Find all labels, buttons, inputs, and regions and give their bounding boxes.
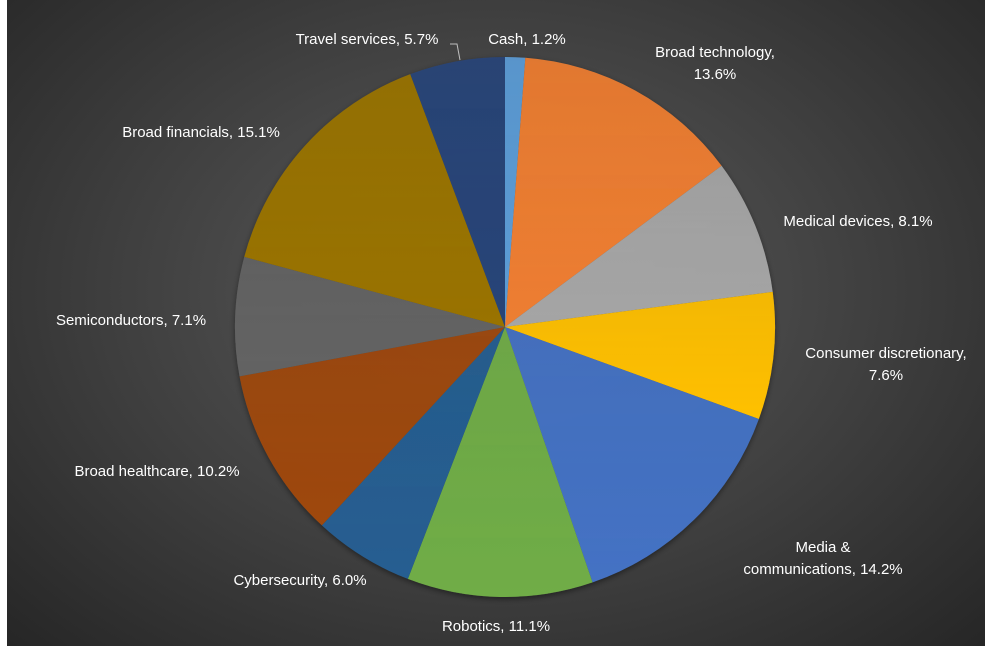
pie-slice-5 xyxy=(407,327,593,597)
pie-slice-7 xyxy=(239,327,505,526)
pie-slice-0 xyxy=(505,57,526,327)
pie-slice-2 xyxy=(505,165,773,327)
pie-slice-8 xyxy=(235,256,506,377)
data-label-8: Semiconductors, 7.1% xyxy=(56,312,206,329)
data-label-3: Consumer discretionary, 7.6% xyxy=(805,345,966,384)
data-label-5: Robotics, 11.1% xyxy=(442,618,550,635)
data-label-4: Media & communications, 14.2% xyxy=(743,539,902,578)
data-label-10: Travel services, 5.7% xyxy=(296,31,439,48)
pie-slice-6 xyxy=(321,327,505,579)
pie-slice-9 xyxy=(244,74,505,327)
pie-slices xyxy=(235,57,775,597)
pie-slice-4 xyxy=(505,327,759,583)
pie-slice-10 xyxy=(410,57,505,327)
data-label-1: Broad technology, 13.6% xyxy=(655,44,775,83)
data-label-7: Broad healthcare, 10.2% xyxy=(74,463,239,480)
pie-slice-1 xyxy=(505,57,722,328)
data-label-2: Medical devices, 8.1% xyxy=(783,213,932,230)
data-label-9: Broad financials, 15.1% xyxy=(122,124,280,141)
leader-line xyxy=(450,43,461,61)
data-label-6: Cybersecurity, 6.0% xyxy=(233,572,366,589)
pie-slice-3 xyxy=(505,291,775,419)
data-label-0: Cash, 1.2% xyxy=(488,31,566,48)
